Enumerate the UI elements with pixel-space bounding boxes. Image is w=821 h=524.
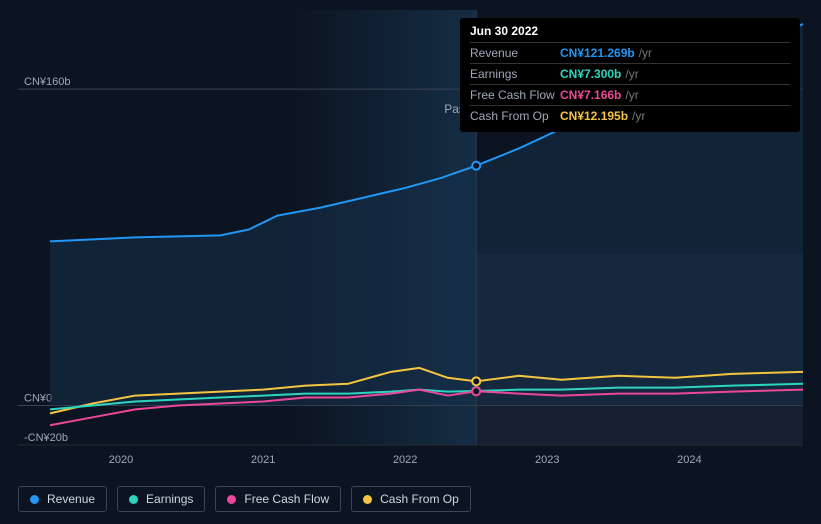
legend-dot-icon [227,495,236,504]
legend-item-revenue[interactable]: Revenue [18,486,107,512]
legend-item-label: Revenue [47,492,95,506]
y-tick-label: -CN¥20b [24,432,68,444]
y-tick-label: CN¥160b [24,76,70,88]
legend-dot-icon [30,495,39,504]
x-tick-label: 2023 [535,454,559,466]
cursor-marker-revenue [472,162,480,170]
x-tick-label: 2022 [393,454,417,466]
y-tick-label: CN¥0 [24,392,52,404]
legend-item-earnings[interactable]: Earnings [117,486,205,512]
chart-legend: Revenue Earnings Free Cash Flow Cash From O… [18,486,471,512]
tooltip-row-value: CN¥12.195b [560,109,628,123]
legend-item-label: Cash From Op [380,492,459,506]
cursor-marker-free_cash_flow [472,387,480,395]
tooltip-row-label: Free Cash Flow [470,88,560,102]
tooltip-row: Free Cash FlowCN¥7.166b/yr [470,85,790,106]
tooltip-row-label: Cash From Op [470,109,560,123]
tooltip-row: EarningsCN¥7.300b/yr [470,64,790,85]
tooltip-row-label: Revenue [470,46,560,60]
tooltip-date: Jun 30 2022 [470,24,790,43]
tooltip-row: Cash From OpCN¥12.195b/yr [470,106,790,126]
tooltip-row-unit: /yr [639,46,652,60]
tooltip-row: RevenueCN¥121.269b/yr [470,43,790,64]
cursor-marker-cash_from_op [472,377,480,385]
x-tick-label: 2024 [677,454,701,466]
x-tick-label: 2021 [251,454,275,466]
tooltip-row-label: Earnings [470,67,560,81]
legend-item-label: Free Cash Flow [244,492,329,506]
tooltip-row-value: CN¥121.269b [560,46,635,60]
legend-item-cash_from_op[interactable]: Cash From Op [351,486,471,512]
tooltip-row-unit: /yr [632,109,645,123]
legend-dot-icon [363,495,372,504]
tooltip-row-unit: /yr [625,88,638,102]
tooltip-row-value: CN¥7.166b [560,88,621,102]
legend-item-label: Earnings [146,492,193,506]
chart-tooltip: Jun 30 2022 RevenueCN¥121.269b/yrEarning… [460,18,800,132]
x-tick-label: 2020 [109,454,133,466]
legend-dot-icon [129,495,138,504]
tooltip-row-unit: /yr [625,67,638,81]
tooltip-row-value: CN¥7.300b [560,67,621,81]
legend-item-free_cash_flow[interactable]: Free Cash Flow [215,486,341,512]
